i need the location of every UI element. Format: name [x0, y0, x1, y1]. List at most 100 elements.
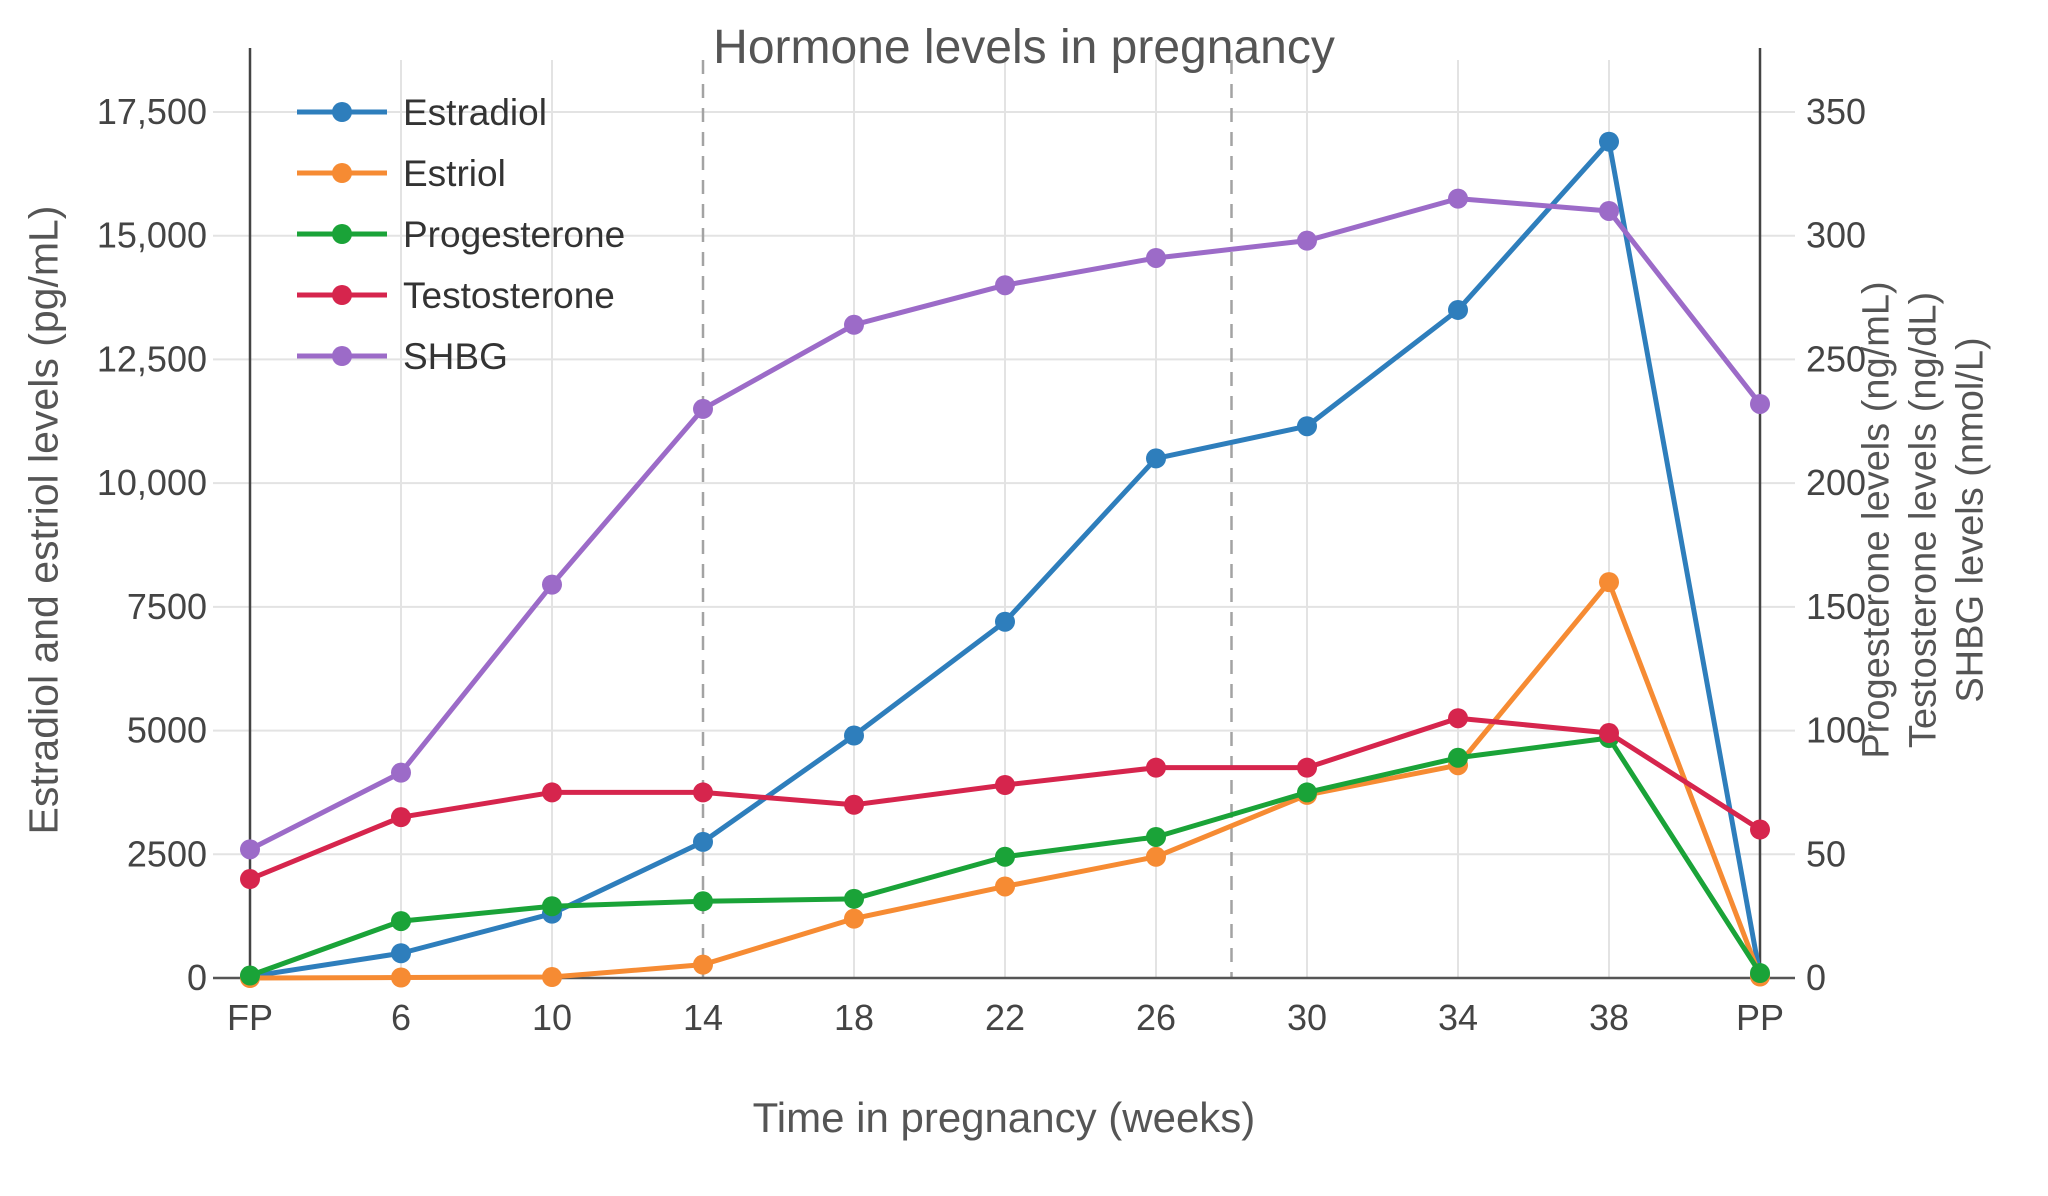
x-tick-label: 10	[532, 997, 572, 1038]
data-point-marker[interactable]	[1297, 230, 1317, 251]
data-point-marker[interactable]	[1448, 188, 1468, 209]
legend-item-testosterone[interactable]: Testosterone	[297, 275, 615, 316]
x-tick-label: FP	[227, 997, 273, 1038]
series-testosterone	[240, 708, 1770, 890]
data-point-marker[interactable]	[844, 725, 864, 746]
data-point-marker[interactable]	[1750, 819, 1770, 840]
data-point-marker[interactable]	[693, 398, 713, 419]
data-point-marker[interactable]	[1297, 416, 1317, 437]
data-point-marker[interactable]	[391, 762, 411, 783]
data-point-marker[interactable]	[240, 965, 260, 986]
y-right-tick-label: 50	[1806, 833, 1846, 874]
y-left-tick-label: 2500	[127, 833, 207, 874]
y-right-tick-label: 100	[1806, 710, 1866, 751]
y-right-tick-label: 200	[1806, 462, 1866, 503]
y-left-tick-label: 12,500	[97, 338, 207, 379]
data-point-marker[interactable]	[542, 967, 562, 988]
data-point-marker[interactable]	[1146, 757, 1166, 778]
data-point-marker[interactable]	[844, 888, 864, 909]
data-point-marker[interactable]	[1750, 963, 1770, 984]
x-tick-label: 26	[1136, 997, 1176, 1038]
tick-labels: 0 2500 5000 7500 10,000 12,500 15,000 17,500 0 50…	[97, 91, 1866, 1038]
legend-marker-swatch	[332, 346, 352, 366]
data-point-marker[interactable]	[1599, 200, 1619, 221]
x-axis-title: Time in pregnancy (weeks)	[752, 1094, 1256, 1141]
data-point-marker[interactable]	[1448, 299, 1468, 320]
data-point-marker[interactable]	[1297, 757, 1317, 778]
legend-item-progesterone[interactable]: Progesterone	[297, 214, 625, 255]
y-right-tick-label: 0	[1806, 957, 1826, 998]
data-point-marker[interactable]	[1599, 723, 1619, 744]
data-point-marker[interactable]	[1297, 782, 1317, 803]
legend-item-estradiol[interactable]: Estradiol	[297, 92, 547, 133]
legend-marker-swatch	[332, 102, 352, 122]
data-point-marker[interactable]	[1146, 247, 1166, 268]
series-shbg	[240, 188, 1770, 860]
y-right-tick-label: 350	[1806, 91, 1866, 132]
y-right-tick-label: 150	[1806, 586, 1866, 627]
data-point-marker[interactable]	[693, 782, 713, 803]
data-point-marker[interactable]	[391, 807, 411, 828]
data-point-marker[interactable]	[1146, 846, 1166, 867]
data-point-marker[interactable]	[391, 943, 411, 964]
x-tick-label: 38	[1589, 997, 1629, 1038]
data-point-marker[interactable]	[844, 314, 864, 335]
x-tick-label: 22	[985, 997, 1025, 1038]
legend: Estradiol Estriol Progesterone Testosterone…	[297, 92, 625, 377]
legend-item-shbg[interactable]: SHBG	[297, 336, 508, 377]
legend-label: Testosterone	[403, 275, 615, 316]
data-point-marker[interactable]	[995, 876, 1015, 897]
data-point-marker[interactable]	[391, 911, 411, 932]
legend-marker-swatch	[332, 285, 352, 305]
legend-item-estriol[interactable]: Estriol	[297, 153, 506, 194]
data-point-marker[interactable]	[542, 782, 562, 803]
x-tick-label: PP	[1736, 997, 1784, 1038]
x-tick-label: 14	[683, 997, 723, 1038]
legend-label: SHBG	[403, 336, 508, 377]
x-tick-label: 18	[834, 997, 874, 1038]
data-point-marker[interactable]	[995, 846, 1015, 867]
legend-label: Estradiol	[403, 92, 547, 133]
data-point-marker[interactable]	[240, 869, 260, 890]
y-right-tick-label: 250	[1806, 338, 1866, 379]
y-right-label-progesterone: Progesterone levels (ng/mL)	[1855, 281, 1898, 759]
y-left-tick-label: 5000	[127, 710, 207, 751]
data-point-marker[interactable]	[693, 891, 713, 912]
y-right-tick-label: 300	[1806, 215, 1866, 256]
data-point-marker[interactable]	[995, 275, 1015, 296]
data-point-marker[interactable]	[542, 574, 562, 595]
legend-marker-swatch	[332, 163, 352, 183]
y-left-tick-label: 10,000	[97, 462, 207, 503]
data-point-marker[interactable]	[1146, 826, 1166, 847]
data-point-marker[interactable]	[1448, 747, 1468, 768]
legend-label: Progesterone	[403, 214, 625, 255]
data-point-marker[interactable]	[844, 908, 864, 929]
data-point-marker[interactable]	[542, 896, 562, 917]
data-point-marker[interactable]	[844, 794, 864, 815]
y-left-tick-label: 17,500	[97, 91, 207, 132]
x-tick-label: 30	[1287, 997, 1327, 1038]
y-left-tick-label: 15,000	[97, 215, 207, 256]
data-point-marker[interactable]	[995, 611, 1015, 632]
data-point-marker[interactable]	[1599, 572, 1619, 593]
x-tick-label: 34	[1438, 997, 1478, 1038]
y-left-tick-label: 0	[187, 957, 207, 998]
y-right-label-testosterone: Testosterone levels (ng/dL)	[1902, 291, 1945, 749]
data-point-marker[interactable]	[693, 954, 713, 975]
y-left-tick-label: 7500	[127, 586, 207, 627]
legend-label: Estriol	[403, 153, 506, 194]
data-point-marker[interactable]	[391, 967, 411, 988]
y-axis-left-title-text: Estradiol and estriol levels (pg/mL)	[20, 205, 67, 835]
x-tick-label: 6	[391, 997, 411, 1038]
data-point-marker[interactable]	[240, 839, 260, 860]
y-right-label-shbg: SHBG levels (nmol/L)	[1949, 337, 1992, 703]
data-point-marker[interactable]	[693, 831, 713, 852]
data-point-marker[interactable]	[1448, 708, 1468, 729]
data-point-marker[interactable]	[1146, 448, 1166, 469]
data-point-marker[interactable]	[1750, 393, 1770, 414]
chart-title: Hormone levels in pregnancy	[713, 21, 1335, 74]
data-point-marker[interactable]	[995, 775, 1015, 796]
data-point-marker[interactable]	[1599, 131, 1619, 152]
